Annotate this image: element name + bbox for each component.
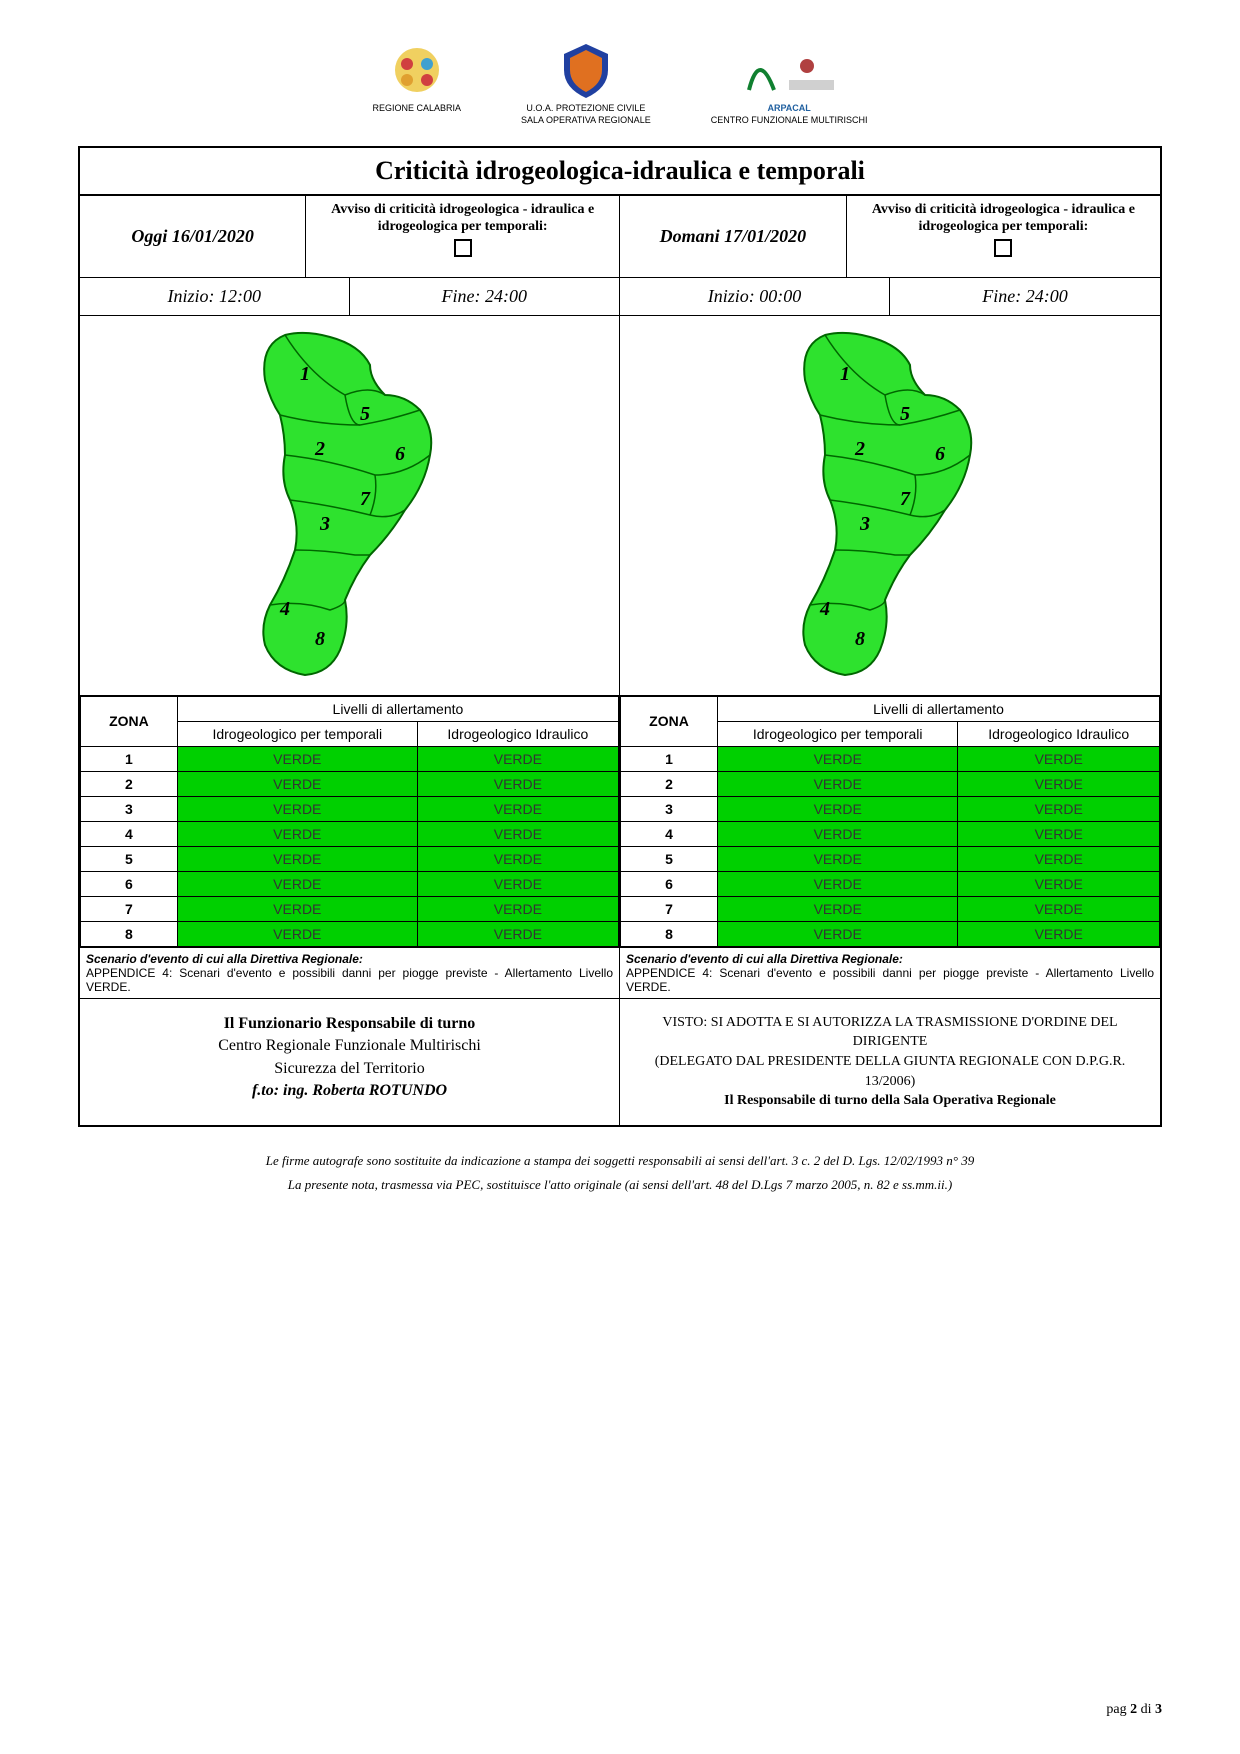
svg-text:4: 4: [819, 598, 830, 620]
footnote-2: La presente nota, trasmessa via PEC, sos…: [78, 1173, 1162, 1198]
tomorrow-fine: Fine: 24:00: [890, 278, 1160, 315]
today-header: Oggi 16/01/2020 Avviso di criticità idro…: [80, 196, 620, 316]
scenario-today-title: Scenario d'evento di cui alla Direttiva …: [86, 952, 363, 966]
table-row: 6VERDEVERDE: [621, 871, 1160, 896]
today-inizio: Inizio: 12:00: [80, 278, 350, 315]
svg-text:5: 5: [900, 403, 910, 425]
signature-right: VISTO: SI ADOTTA E SI AUTORIZZA LA TRASM…: [620, 999, 1160, 1125]
table-row: 4VERDEVERDE: [81, 821, 619, 846]
levels-today: ZONALivelli di allertamentoIdrogeologico…: [80, 696, 620, 947]
page-label: pag: [1106, 1702, 1126, 1717]
sig-left-l2: Centro Regionale Funzionale Multirischi: [90, 1035, 609, 1057]
tomorrow-avviso: Avviso di criticità idrogeologica - idra…: [847, 196, 1160, 277]
table-row: 6VERDEVERDE: [81, 871, 619, 896]
table-row: 2VERDEVERDE: [81, 771, 619, 796]
sig-right-l3: Il Responsabile di turno della Sala Oper…: [630, 1091, 1150, 1111]
page-number: pag 2 di 3: [1106, 1702, 1162, 1718]
sig-right-l1: VISTO: SI ADOTTA E SI AUTORIZZA LA TRASM…: [630, 1013, 1150, 1052]
footnote-1: Le firme autografe sono sostituite da in…: [78, 1149, 1162, 1174]
page-total: 3: [1155, 1702, 1162, 1717]
levels-today-table: ZONALivelli di allertamentoIdrogeologico…: [80, 696, 619, 947]
svg-text:5: 5: [360, 403, 370, 425]
logo-arpacal-caption2: CENTRO FUNZIONALE MULTIRISCHI: [711, 116, 868, 126]
table-row: 5VERDEVERDE: [621, 846, 1160, 871]
table-row: 3VERDEVERDE: [81, 796, 619, 821]
svg-text:3: 3: [319, 513, 330, 535]
tomorrow-checkbox: [994, 239, 1012, 257]
svg-text:1: 1: [840, 363, 850, 385]
protcivile-icon: [556, 40, 616, 100]
svg-text:7: 7: [900, 488, 911, 510]
arpacal-icon: [739, 40, 839, 100]
scenario-today: Scenario d'evento di cui alla Direttiva …: [80, 947, 620, 999]
tomorrow-avviso-label: Avviso di criticità idrogeologica - idra…: [872, 202, 1135, 234]
svg-text:6: 6: [935, 443, 945, 465]
tomorrow-header: Domani 17/01/2020 Avviso di criticità id…: [620, 196, 1160, 316]
svg-text:2: 2: [314, 438, 325, 460]
logo-protcivile-caption1: U.O.A. PROTEZIONE CIVILE: [521, 104, 651, 114]
svg-text:1: 1: [300, 363, 310, 385]
scenario-tomorrow-text: APPENDICE 4: Scenari d'evento e possibil…: [626, 966, 1154, 994]
map-today: 1 2 3 4 5 6 7 8: [80, 316, 620, 696]
logo-protcivile-caption2: SALA OPERATIVA REGIONALE: [521, 116, 651, 126]
logo-row: REGIONE CALABRIA U.O.A. PROTEZIONE CIVIL…: [78, 40, 1162, 126]
footnotes: Le firme autografe sono sostituite da in…: [78, 1149, 1162, 1198]
table-row: 5VERDEVERDE: [81, 846, 619, 871]
map-tomorrow: 1 2 3 4 5 6 7 8: [620, 316, 1160, 696]
page-num: 2: [1130, 1702, 1137, 1717]
logo-regione-caption: REGIONE CALABRIA: [372, 104, 461, 114]
page-title: Criticità idrogeologica-idraulica e temp…: [80, 148, 1160, 196]
svg-text:6: 6: [395, 443, 405, 465]
today-avviso: Avviso di criticità idrogeologica - idra…: [306, 196, 619, 277]
page-of-label: di: [1141, 1702, 1152, 1717]
table-row: 8VERDEVERDE: [81, 921, 619, 946]
scenario-tomorrow: Scenario d'evento di cui alla Direttiva …: [620, 947, 1160, 999]
scenario-today-text: APPENDICE 4: Scenari d'evento e possibil…: [86, 966, 613, 994]
today-checkbox: [454, 239, 472, 257]
table-row: 7VERDEVERDE: [81, 896, 619, 921]
date-avviso-row: Oggi 16/01/2020 Avviso di criticità idro…: [80, 196, 1160, 316]
today-avviso-label: Avviso di criticità idrogeologica - idra…: [331, 202, 594, 234]
svg-text:8: 8: [855, 628, 865, 650]
logo-arpacal: ARPACAL CENTRO FUNZIONALE MULTIRISCHI: [711, 40, 868, 126]
logo-arpacal-caption1: ARPACAL: [711, 104, 868, 114]
table-row: 7VERDEVERDE: [621, 896, 1160, 921]
signature-left: Il Funzionario Responsabile di turno Cen…: [80, 999, 620, 1125]
today-date: Oggi 16/01/2020: [80, 196, 306, 277]
tomorrow-date: Domani 17/01/2020: [620, 196, 847, 277]
levels-tomorrow: ZONALivelli di allertamentoIdrogeologico…: [620, 696, 1160, 947]
table-row: 2VERDEVERDE: [621, 771, 1160, 796]
logo-protcivile: U.O.A. PROTEZIONE CIVILE SALA OPERATIVA …: [521, 40, 651, 126]
sig-right-l2: (DELEGATO DAL PRESIDENTE DELLA GIUNTA RE…: [630, 1052, 1150, 1091]
logo-regione: REGIONE CALABRIA: [372, 40, 461, 126]
table-row: 3VERDEVERDE: [621, 796, 1160, 821]
table-row: 4VERDEVERDE: [621, 821, 1160, 846]
table-row: 1VERDEVERDE: [81, 746, 619, 771]
sig-left-l3: Sicurezza del Territorio: [90, 1058, 609, 1080]
svg-text:8: 8: [315, 628, 325, 650]
svg-text:4: 4: [279, 598, 290, 620]
table-row: 8VERDEVERDE: [621, 921, 1160, 946]
maps-row: 1 2 3 4 5 6 7 8 1 2 3 4 5 6 7 8: [80, 316, 1160, 696]
sig-left-l4: f.to: ing. Roberta ROTUNDO: [90, 1080, 609, 1102]
svg-text:7: 7: [360, 488, 371, 510]
regione-icon: [387, 40, 447, 100]
svg-text:2: 2: [854, 438, 865, 460]
main-frame: Criticità idrogeologica-idraulica e temp…: [78, 146, 1162, 1127]
table-row: 1VERDEVERDE: [621, 746, 1160, 771]
signatures-row: Il Funzionario Responsabile di turno Cen…: [80, 999, 1160, 1125]
tomorrow-inizio: Inizio: 00:00: [620, 278, 890, 315]
map-tomorrow-svg: 1 2 3 4 5 6 7 8: [770, 325, 1010, 685]
svg-text:3: 3: [859, 513, 870, 535]
map-today-svg: 1 2 3 4 5 6 7 8: [230, 325, 470, 685]
today-fine: Fine: 24:00: [350, 278, 620, 315]
scenario-row: Scenario d'evento di cui alla Direttiva …: [80, 947, 1160, 999]
sig-left-l1: Il Funzionario Responsabile di turno: [90, 1013, 609, 1035]
scenario-tomorrow-title: Scenario d'evento di cui alla Direttiva …: [626, 952, 903, 966]
levels-row: ZONALivelli di allertamentoIdrogeologico…: [80, 696, 1160, 947]
levels-tomorrow-table: ZONALivelli di allertamentoIdrogeologico…: [620, 696, 1160, 947]
